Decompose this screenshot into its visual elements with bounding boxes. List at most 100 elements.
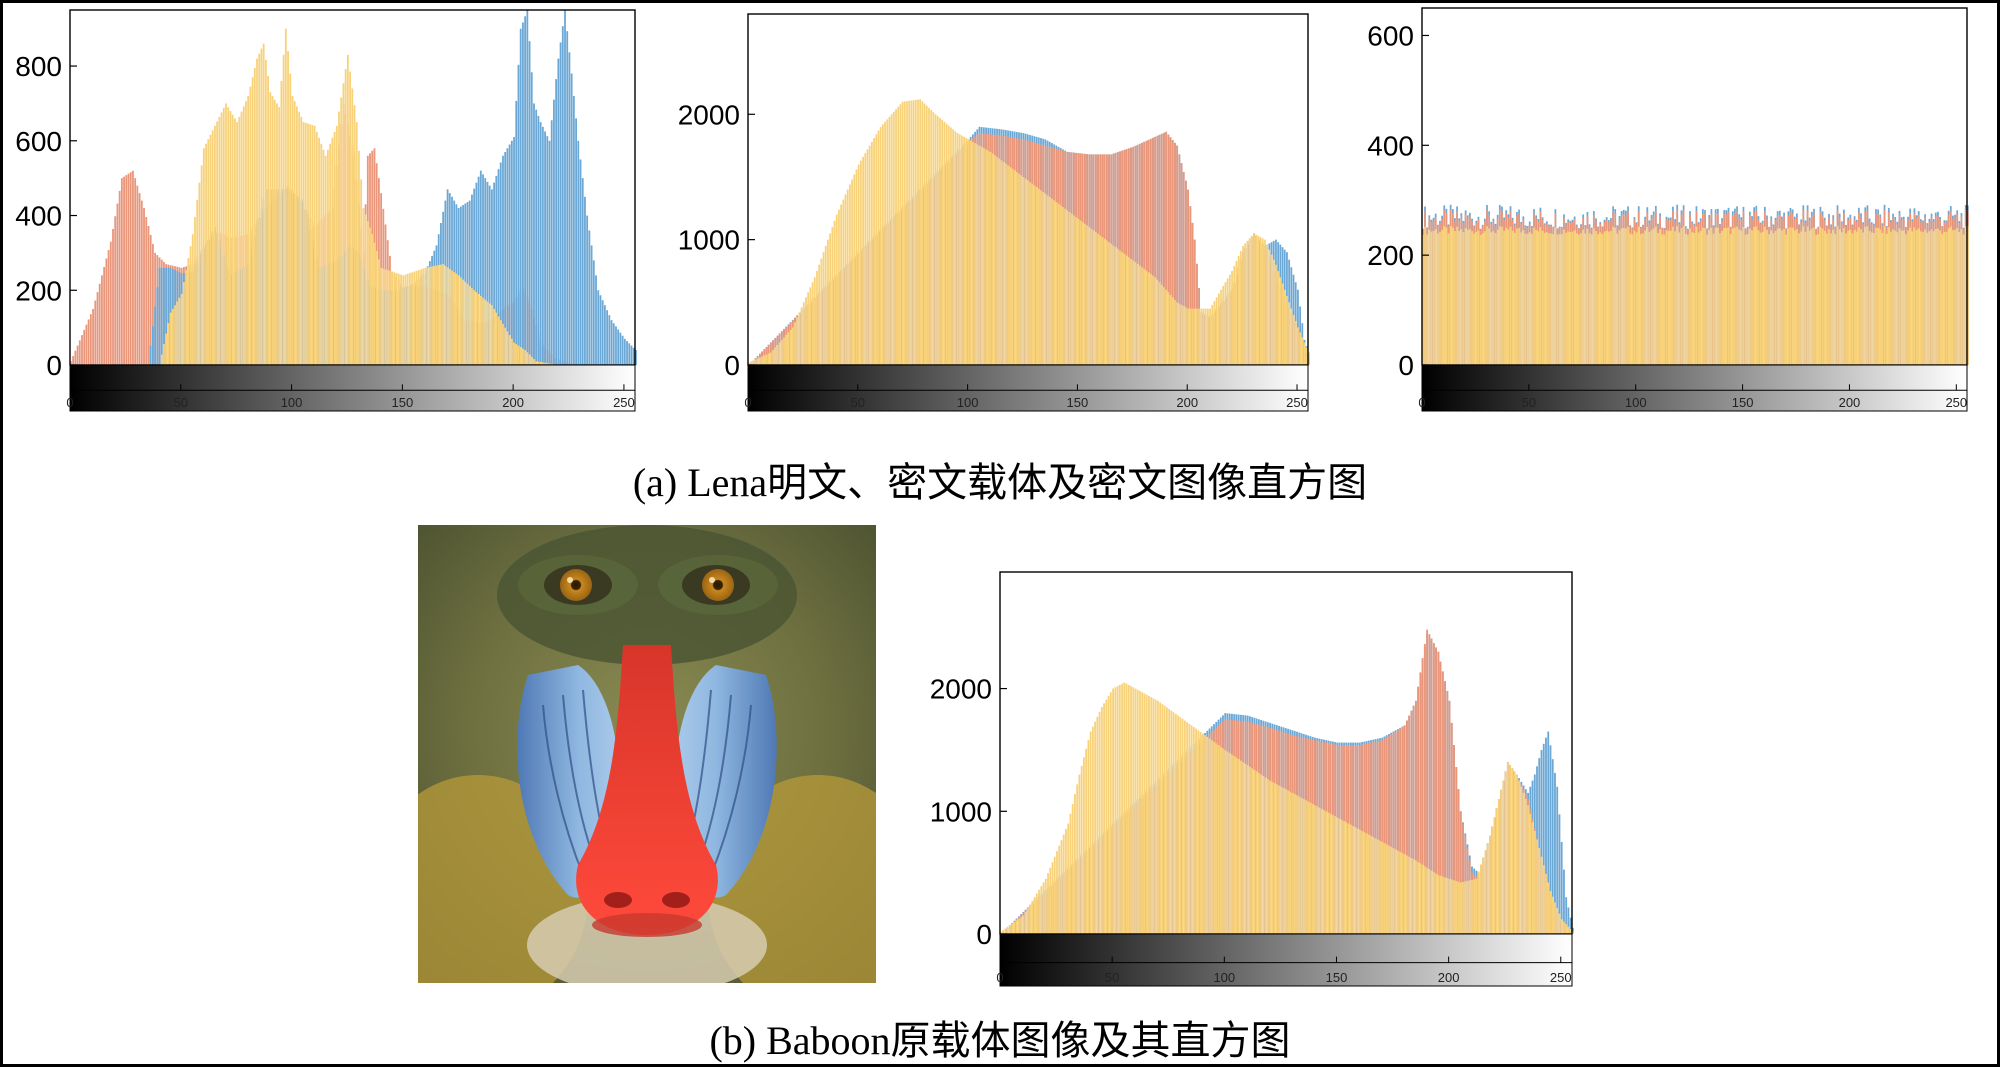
series-yellow [748,99,1310,366]
chart-lena-cipher: 0 200 400 600 0 50 100 150 200 250 [1330,0,2000,420]
bar [1588,233,1591,365]
bar [608,315,611,365]
bar [477,294,480,365]
bar [1552,234,1555,365]
bar [1441,876,1444,934]
bar [1597,234,1599,365]
bar [1716,227,1719,365]
bar [1444,877,1446,934]
bar [1964,226,1967,365]
x-tick-label: 100 [957,395,979,410]
bar [1567,231,1570,365]
bar [1248,238,1251,365]
bar [1417,686,1420,934]
bar [165,267,168,365]
bar [1528,232,1531,365]
bar [807,292,810,365]
bar [1473,233,1476,365]
bar [623,338,626,365]
bar [1152,137,1154,365]
bar [315,131,318,365]
bar [1181,718,1184,934]
bar [1118,684,1121,934]
bar [1268,249,1271,365]
bar [1537,231,1540,365]
bar [1539,227,1542,365]
bar [1168,709,1171,934]
bar [1057,203,1060,365]
bar [149,345,152,365]
bar [120,178,123,365]
bar [1127,257,1130,365]
bar [1182,171,1185,365]
bar [349,71,351,365]
bar [1637,226,1640,365]
bar [1037,188,1040,365]
bar [411,272,414,365]
bar [1796,229,1798,365]
bar [1299,332,1302,365]
bar [1439,661,1442,934]
bar [1708,229,1711,365]
bar [1687,234,1689,365]
bar [1156,279,1159,365]
bar [1169,294,1172,365]
bar [1334,816,1337,934]
bar [149,234,152,365]
bar [1208,738,1211,934]
bar [632,347,635,365]
bar [758,357,761,365]
bar [187,258,190,365]
bar [1284,789,1287,934]
bar [1141,267,1143,365]
bar [1191,308,1194,365]
bar [375,251,378,365]
bar [488,303,491,365]
bar [1112,688,1114,934]
bar [1610,230,1612,365]
bar [1654,226,1657,365]
bar [1161,704,1164,934]
bar [331,137,334,365]
bar [479,295,482,365]
bar [1392,732,1395,934]
bar [842,199,845,365]
bar [945,123,948,365]
bar [789,329,792,365]
bar [1177,715,1180,934]
bar [1560,234,1563,365]
bar [1640,234,1642,365]
bar [1725,228,1728,365]
bar [1049,867,1052,934]
bar [1853,230,1856,365]
bar [1435,647,1437,934]
bar [87,319,90,365]
bar [917,99,919,365]
bar [1088,227,1091,365]
bar [588,230,591,365]
bar [1949,226,1952,365]
bar [798,312,801,365]
bar [1065,829,1067,934]
bar [899,104,902,365]
bar [1542,743,1545,934]
bar [1385,844,1388,934]
x-tick-label: 0 [1418,395,1425,410]
bar [1271,781,1274,934]
bar [1419,863,1422,934]
bar [1449,226,1452,365]
bar [912,100,915,366]
bar [592,260,595,365]
bar [185,270,188,365]
bar [1877,227,1879,365]
bar [1114,247,1117,365]
x-tick-label: 150 [1067,395,1089,410]
bar [1729,234,1732,365]
bar [1066,210,1069,365]
bar [1000,160,1003,365]
bar [537,361,540,365]
bar [1336,817,1339,934]
bar [1376,839,1379,934]
bar [1035,893,1038,934]
bar [1257,772,1260,934]
